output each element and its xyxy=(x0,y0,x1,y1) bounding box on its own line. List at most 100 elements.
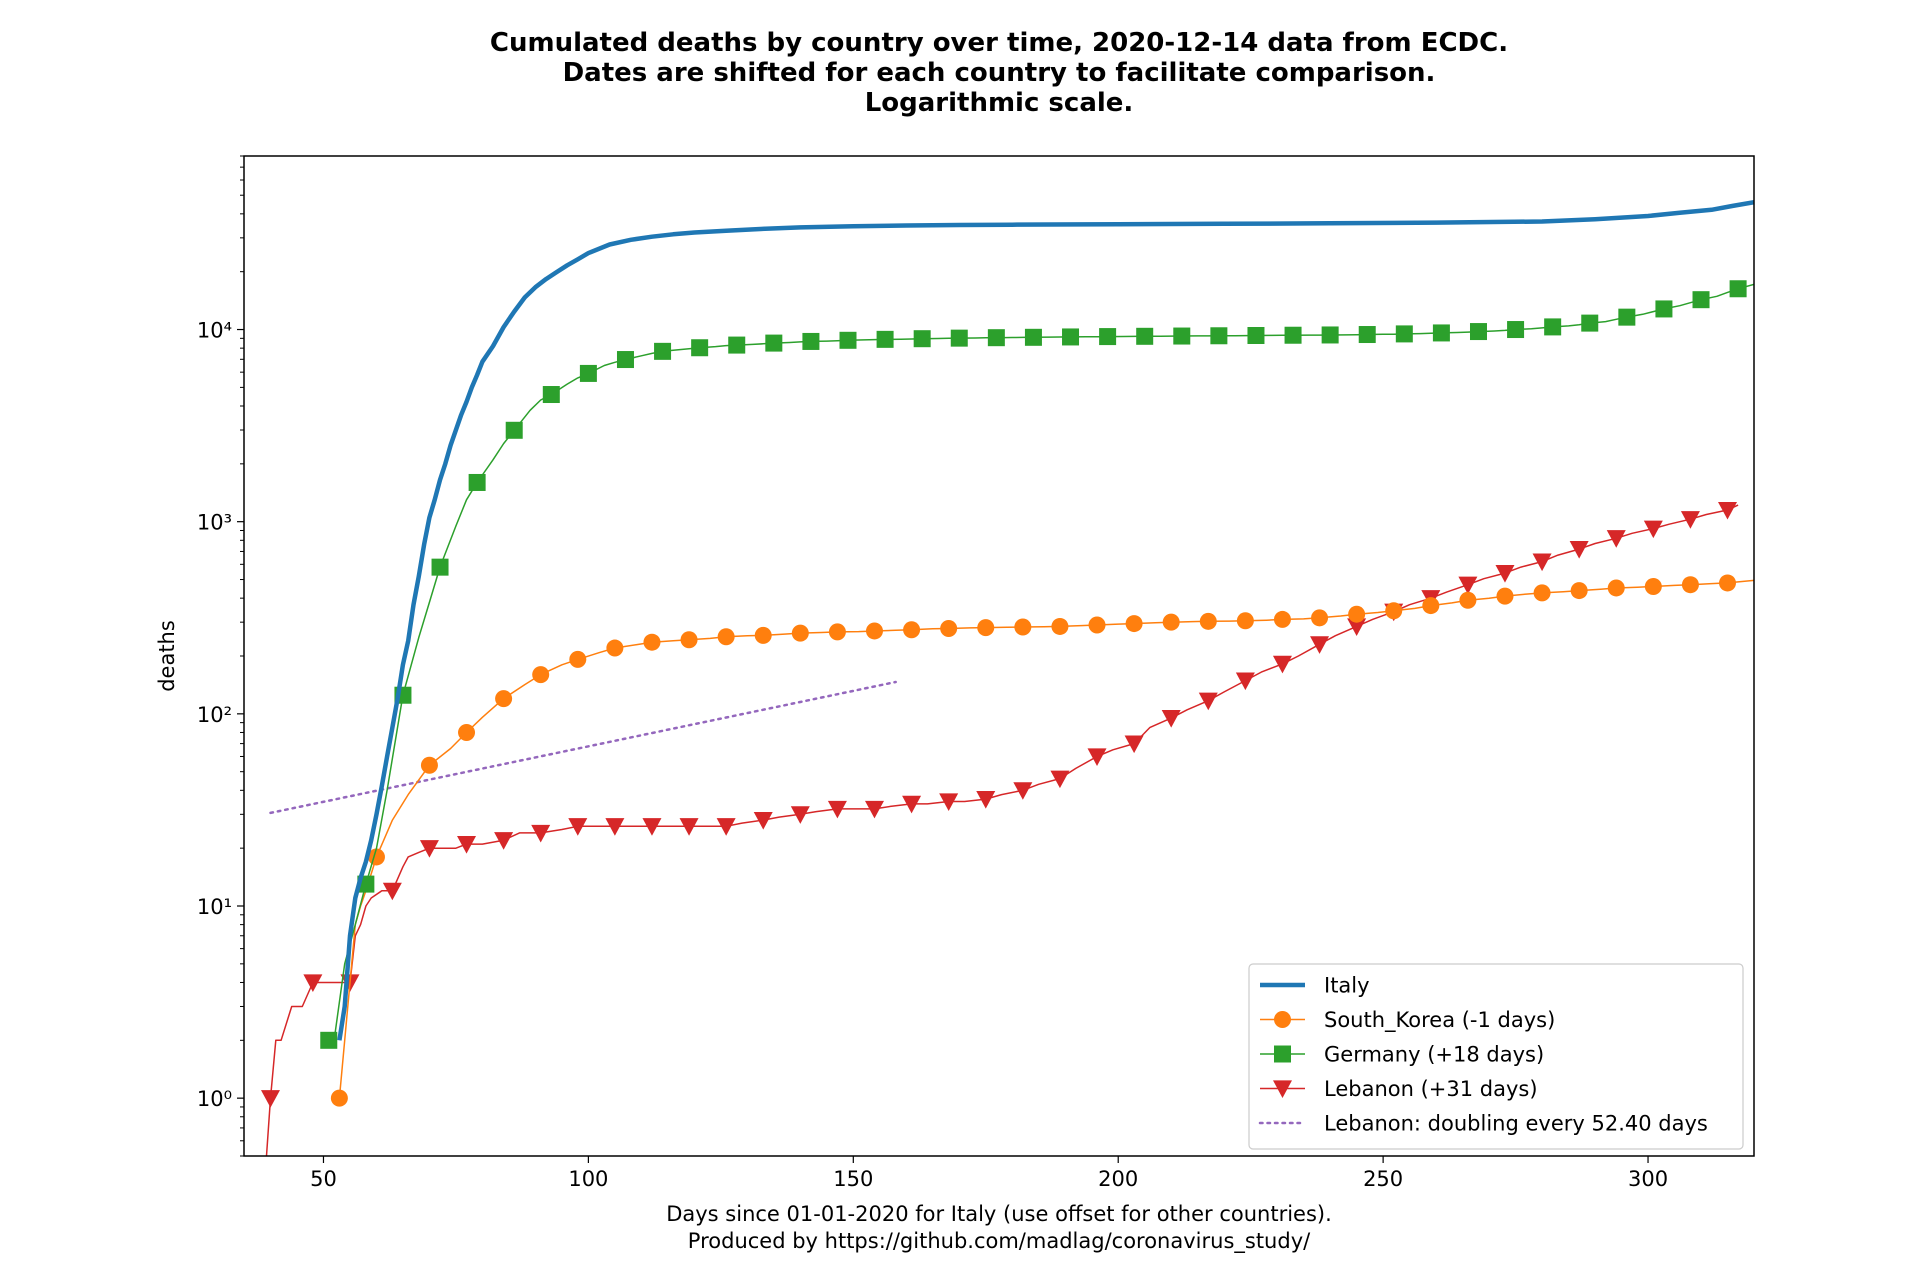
series-line xyxy=(337,199,1754,1041)
data-point xyxy=(579,364,597,382)
chart-title-line-1: Cumulated deaths by country over time, 2… xyxy=(490,28,1508,58)
data-point xyxy=(1544,318,1562,336)
data-point xyxy=(1199,612,1217,630)
data-point xyxy=(569,650,587,668)
data-point xyxy=(1321,326,1339,344)
data-point xyxy=(1284,326,1302,344)
data-point xyxy=(1495,565,1515,583)
series-layer xyxy=(260,199,1754,1156)
data-point xyxy=(1014,618,1032,636)
series-line xyxy=(269,680,897,815)
data-point xyxy=(1062,328,1080,346)
data-point xyxy=(802,332,820,350)
data-point xyxy=(532,666,550,684)
data-point xyxy=(1692,291,1710,309)
x-tick-label: 50 xyxy=(310,1167,337,1191)
data-point xyxy=(505,421,523,439)
data-point xyxy=(754,626,772,644)
data-point xyxy=(616,351,634,369)
data-point xyxy=(1358,326,1376,344)
data-point xyxy=(865,622,883,640)
data-point xyxy=(1013,782,1033,800)
y-tick-label: 10¹ xyxy=(197,895,232,919)
data-point xyxy=(1643,520,1663,539)
legend-items: Italy South_Korea (-1 days) Germany (+18 d… xyxy=(1258,974,1708,1136)
data-point xyxy=(1507,321,1525,339)
y-tick-label: 10⁰ xyxy=(197,1087,232,1111)
legend-marker xyxy=(1273,1080,1292,1098)
data-point xyxy=(1024,328,1042,346)
data-point xyxy=(495,690,513,708)
y-tick-label: 10² xyxy=(197,703,232,727)
series-south-korea-1-days xyxy=(330,574,1754,1107)
data-point xyxy=(876,330,894,348)
data-point xyxy=(827,800,847,819)
data-point xyxy=(468,473,486,491)
data-point xyxy=(1681,576,1699,594)
data-point xyxy=(1173,327,1191,345)
data-point xyxy=(716,818,736,836)
data-point xyxy=(680,631,698,649)
legend-label: South_Korea (-1 days) xyxy=(1324,1008,1555,1033)
data-point xyxy=(1644,577,1662,595)
data-point xyxy=(1533,584,1551,602)
data-point xyxy=(1310,636,1330,654)
data-point xyxy=(1051,617,1069,635)
data-point xyxy=(1607,579,1625,597)
data-point xyxy=(753,812,773,830)
data-point xyxy=(419,840,439,858)
data-point xyxy=(728,336,746,354)
data-point xyxy=(913,330,931,348)
data-point xyxy=(1136,327,1154,345)
y-axis: 10⁰ 10¹ 10² 10³ 10⁴ xyxy=(197,155,244,1157)
legend-marker xyxy=(1274,1045,1291,1063)
data-point xyxy=(457,836,477,854)
data-point xyxy=(1422,597,1440,615)
legend-box xyxy=(1248,963,1744,1150)
legend-label: Lebanon: doubling every 52.40 days xyxy=(1324,1112,1708,1136)
data-point xyxy=(1311,609,1329,627)
x-tick-label: 200 xyxy=(1098,1167,1138,1191)
data-point xyxy=(494,832,514,850)
data-point xyxy=(1496,587,1514,605)
data-point xyxy=(458,723,476,741)
data-point xyxy=(260,1090,280,1108)
data-point xyxy=(1198,692,1218,711)
data-point xyxy=(679,818,699,836)
data-point xyxy=(1272,655,1292,674)
data-point xyxy=(939,793,959,811)
data-point xyxy=(303,974,323,992)
data-point xyxy=(903,621,921,639)
data-point xyxy=(765,334,783,352)
legend-label: Lebanon (+31 days) xyxy=(1324,1077,1538,1101)
series-italy xyxy=(337,199,1754,1041)
data-point xyxy=(1088,616,1106,634)
data-point xyxy=(1606,530,1626,548)
data-point xyxy=(717,628,735,646)
data-point xyxy=(1655,300,1673,318)
data-point xyxy=(1570,582,1588,600)
data-point xyxy=(1432,324,1450,342)
data-point xyxy=(1247,327,1265,345)
data-point xyxy=(330,1089,348,1107)
data-point xyxy=(1395,325,1413,343)
data-point xyxy=(790,806,810,824)
data-point xyxy=(902,795,922,814)
chart-title-line-3: Logarithmic scale. xyxy=(865,88,1134,118)
legend-label: Germany (+18 days) xyxy=(1324,1043,1544,1067)
data-point xyxy=(605,818,625,836)
data-point xyxy=(977,619,995,637)
data-point xyxy=(1719,574,1737,592)
data-point xyxy=(828,623,846,641)
data-point xyxy=(1235,672,1255,691)
data-point xyxy=(791,624,809,642)
data-point xyxy=(1236,612,1254,630)
data-point xyxy=(940,620,958,638)
x-tick-label: 150 xyxy=(833,1167,873,1191)
data-point xyxy=(531,824,551,843)
x-axis-label-line-2: Produced by https://github.com/madlag/co… xyxy=(688,1229,1311,1254)
data-point xyxy=(1050,770,1070,789)
x-tick-label: 100 xyxy=(568,1167,608,1191)
